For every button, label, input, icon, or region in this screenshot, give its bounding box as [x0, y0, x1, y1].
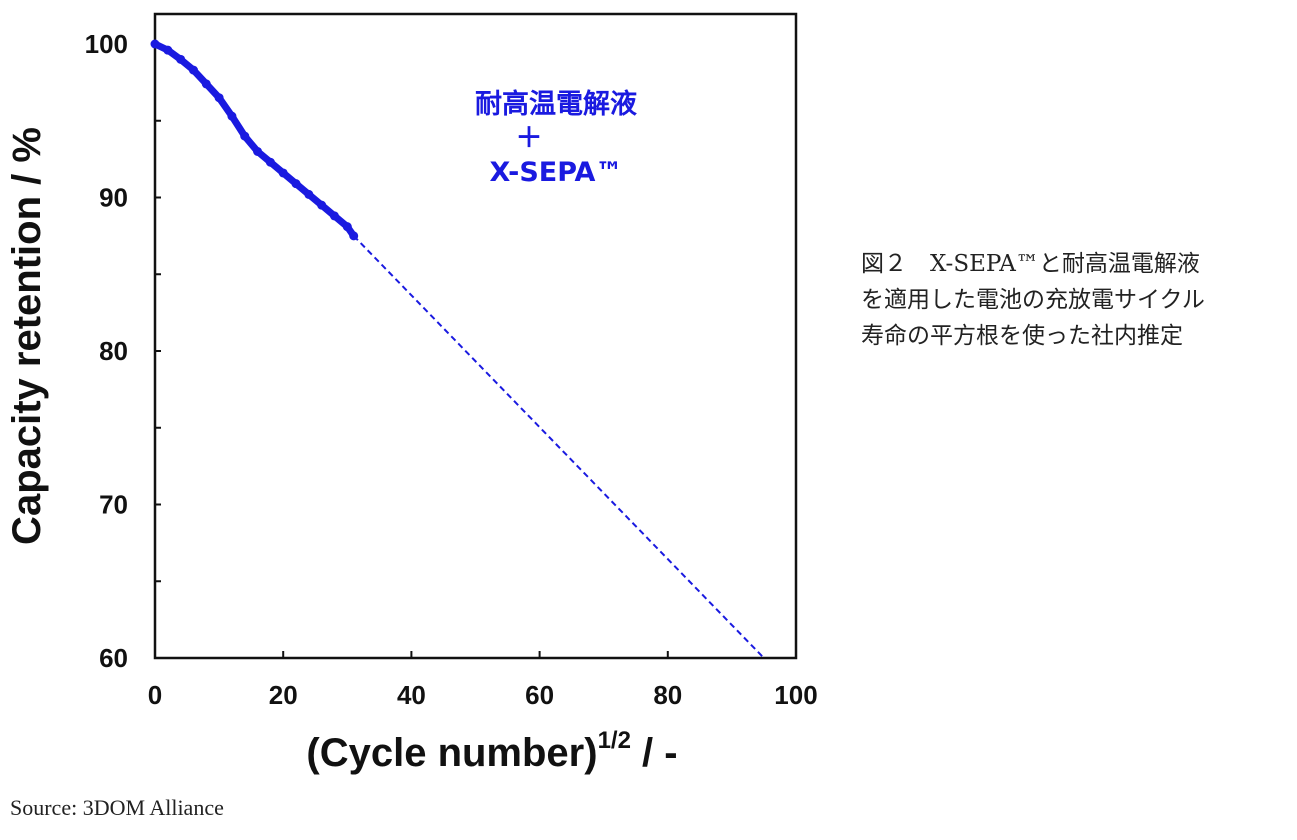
measured-data-point: [163, 45, 173, 55]
x-tick-label: 0: [148, 680, 162, 710]
x-axis-title-suffix: / -: [631, 731, 678, 775]
annotation-line-3: X-SEPA™: [490, 157, 623, 188]
measured-data-point: [201, 79, 211, 89]
x-axis-title: (Cycle number)1/2 / -: [306, 727, 677, 775]
x-axis-title-superscript: 1/2: [598, 727, 631, 754]
y-tick-label: 80: [99, 336, 128, 366]
measured-data-point: [329, 211, 339, 221]
measured-data-point: [188, 65, 198, 75]
source-credit: Source: 3DOM Alliance: [10, 795, 224, 820]
annotation-line-2: ＋: [516, 123, 543, 154]
y-axis-title: Capacity retention / %: [5, 127, 49, 545]
x-tick-label: 80: [653, 680, 682, 710]
y-tick-label: 90: [99, 183, 128, 213]
y-tick-label: 70: [99, 490, 128, 520]
measured-data-point: [342, 222, 352, 232]
measured-data-point: [150, 39, 160, 49]
plot-frame: [153, 12, 798, 660]
caption-line-3: 寿命の平方根を使った社内推定: [861, 323, 1183, 349]
x-tick-label: 40: [397, 680, 426, 710]
annotation-line-1: 耐高温電解液: [475, 88, 637, 120]
x-axis-ticks: 0 20 40 60 80 100: [148, 651, 818, 710]
measured-data-point: [317, 200, 327, 210]
y-tick-label: 100: [85, 29, 128, 59]
measured-data-point: [214, 93, 224, 103]
x-tick-label: 60: [525, 680, 554, 710]
x-tick-label: 20: [269, 680, 298, 710]
measured-data-point: [278, 168, 288, 178]
caption-line-2: を適用した電池の充放電サイクル: [861, 287, 1205, 313]
measured-data-point: [227, 111, 237, 121]
caption-line-1: 図２ X-SEPA™と耐高温電解液: [861, 251, 1200, 277]
y-tick-label: 60: [99, 643, 128, 673]
measured-data-point: [176, 54, 186, 64]
extrapolation-line: [352, 235, 765, 659]
series-layer: [150, 39, 765, 659]
measured-data-point: [240, 131, 250, 141]
figure-caption: 図２ X-SEPA™と耐高温電解液 を適用した電池の充放電サイクル 寿命の平方根…: [861, 246, 1281, 354]
measured-data-point: [291, 179, 301, 189]
x-tick-label: 100: [774, 680, 817, 710]
y-axis-ticks: 60 70 80 90 100: [85, 29, 161, 673]
measured-data-point: [304, 189, 314, 199]
x-axis-title-main: (Cycle number): [306, 731, 597, 775]
measured-data-point: [265, 157, 275, 167]
series-annotation: 耐高温電解液 ＋ X-SEPA™: [475, 88, 637, 188]
measured-data-point: [253, 146, 263, 156]
